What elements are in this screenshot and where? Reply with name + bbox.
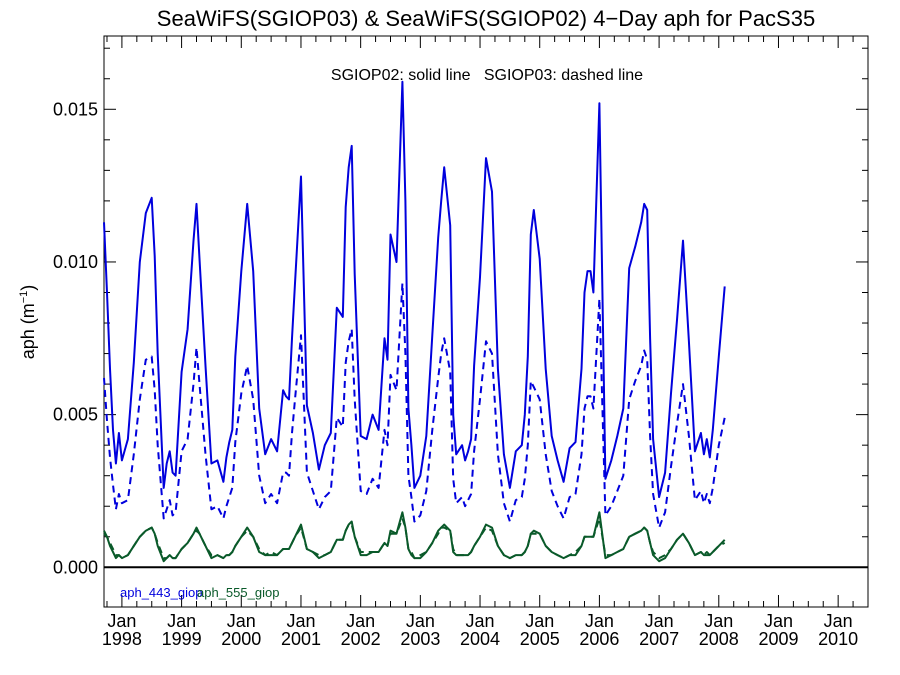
x-tick-label-month: Jan — [824, 611, 853, 631]
x-tick-label-year: 2001 — [281, 629, 321, 649]
x-tick-label-year: 2002 — [341, 629, 381, 649]
x-tick-label-month: Jan — [227, 611, 256, 631]
x-tick-label-year: 2010 — [818, 629, 858, 649]
y-axis-label-main: aph (m — [18, 303, 38, 359]
y-tick-label: 0.015 — [53, 99, 98, 119]
y-axis-label-close: ) — [18, 285, 38, 291]
y-axis-label-sup: −1 — [18, 291, 30, 304]
legend-aph-555-giop: aph_555_giop — [197, 585, 279, 600]
x-tick-label-year: 2009 — [758, 629, 798, 649]
series-line-aph-443-giop — [103, 80, 726, 499]
line-style-note: SGIOP02: solid line SGIOP03: dashed line — [331, 67, 643, 84]
x-tick-label-year: 2000 — [221, 629, 261, 649]
y-tick-label: 0.000 — [53, 557, 98, 577]
x-tick-label-year: 1999 — [162, 629, 202, 649]
series-line-aph-555-giop — [103, 511, 726, 563]
legend-aph-443-giop: aph_443_giop — [120, 585, 202, 600]
series-line-aph-443-sgiop03 — [103, 282, 726, 529]
x-tick-label-year: 2004 — [460, 629, 500, 649]
x-tick-label-month: Jan — [764, 611, 793, 631]
x-tick-label-month: Jan — [585, 611, 614, 631]
y-tick-label: 0.005 — [53, 405, 98, 425]
x-tick-label-month: Jan — [704, 611, 733, 631]
x-tick-label-year: 1998 — [102, 629, 142, 649]
x-tick-label-month: Jan — [525, 611, 554, 631]
x-tick-label-year: 2006 — [579, 629, 619, 649]
x-tick-label-month: Jan — [406, 611, 435, 631]
x-tick-label-month: Jan — [645, 611, 674, 631]
x-tick-label-month: Jan — [466, 611, 495, 631]
y-tick-label: 0.010 — [53, 252, 98, 272]
x-tick-label-month: Jan — [286, 611, 315, 631]
series-group — [103, 80, 726, 563]
chart-title: SeaWiFS(SGIOP03) & SeaWiFS(SGIOP02) 4−Da… — [157, 6, 815, 31]
x-tick-label-month: Jan — [107, 611, 136, 631]
x-tick-label-month: Jan — [167, 611, 196, 631]
x-tick-label-year: 2008 — [699, 629, 739, 649]
x-axis: Jan1998Jan1999Jan2000Jan2001Jan2002Jan20… — [102, 36, 869, 649]
y-axis-label: aph (m−1) — [18, 285, 38, 360]
series-line-aph-555-sgiop03 — [103, 517, 726, 560]
plot-frame — [103, 35, 869, 608]
x-tick-label-year: 2003 — [400, 629, 440, 649]
x-tick-label-year: 2007 — [639, 629, 679, 649]
x-tick-label-year: 2005 — [520, 629, 560, 649]
x-tick-label-month: Jan — [346, 611, 375, 631]
